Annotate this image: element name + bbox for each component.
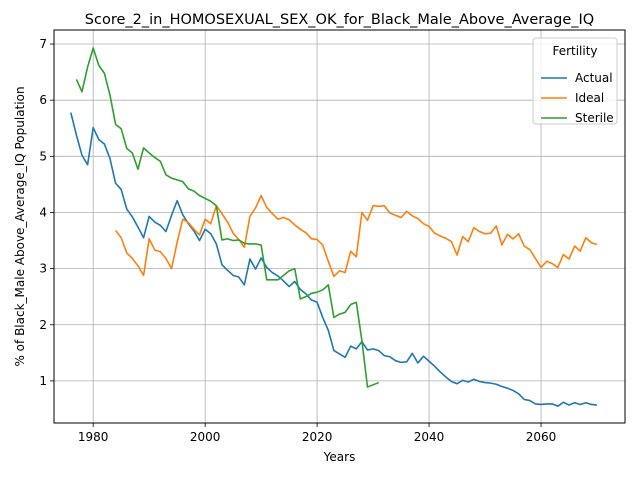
x-tick-label: 2000: [190, 430, 221, 444]
x-tick-label: 1980: [78, 430, 109, 444]
legend-label-ideal: Ideal: [575, 91, 604, 105]
x-tick-label: 2060: [526, 430, 557, 444]
y-tick-label: 1: [39, 374, 47, 388]
legend-label-sterile: Sterile: [575, 111, 614, 125]
y-tick-label: 6: [39, 93, 47, 107]
y-tick-label: 2: [39, 318, 47, 332]
y-tick-label: 3: [39, 262, 47, 276]
legend-label-actual: Actual: [575, 71, 613, 85]
chart-title: Score_2_in_HOMOSEXUAL_SEX_OK_for_Black_M…: [85, 12, 594, 28]
y-tick-label: 7: [39, 37, 47, 51]
x-tick-label: 2020: [302, 430, 333, 444]
y-tick-label: 5: [39, 149, 47, 163]
x-axis-label: Years: [323, 450, 356, 464]
legend: Fertility Actual Ideal Sterile: [533, 38, 617, 125]
legend-title: Fertility: [552, 44, 597, 58]
x-tick-label: 2040: [414, 430, 445, 444]
y-tick-label: 4: [39, 205, 47, 219]
y-axis-label: % of Black_Male Above_Average_IQ Populat…: [13, 86, 27, 366]
